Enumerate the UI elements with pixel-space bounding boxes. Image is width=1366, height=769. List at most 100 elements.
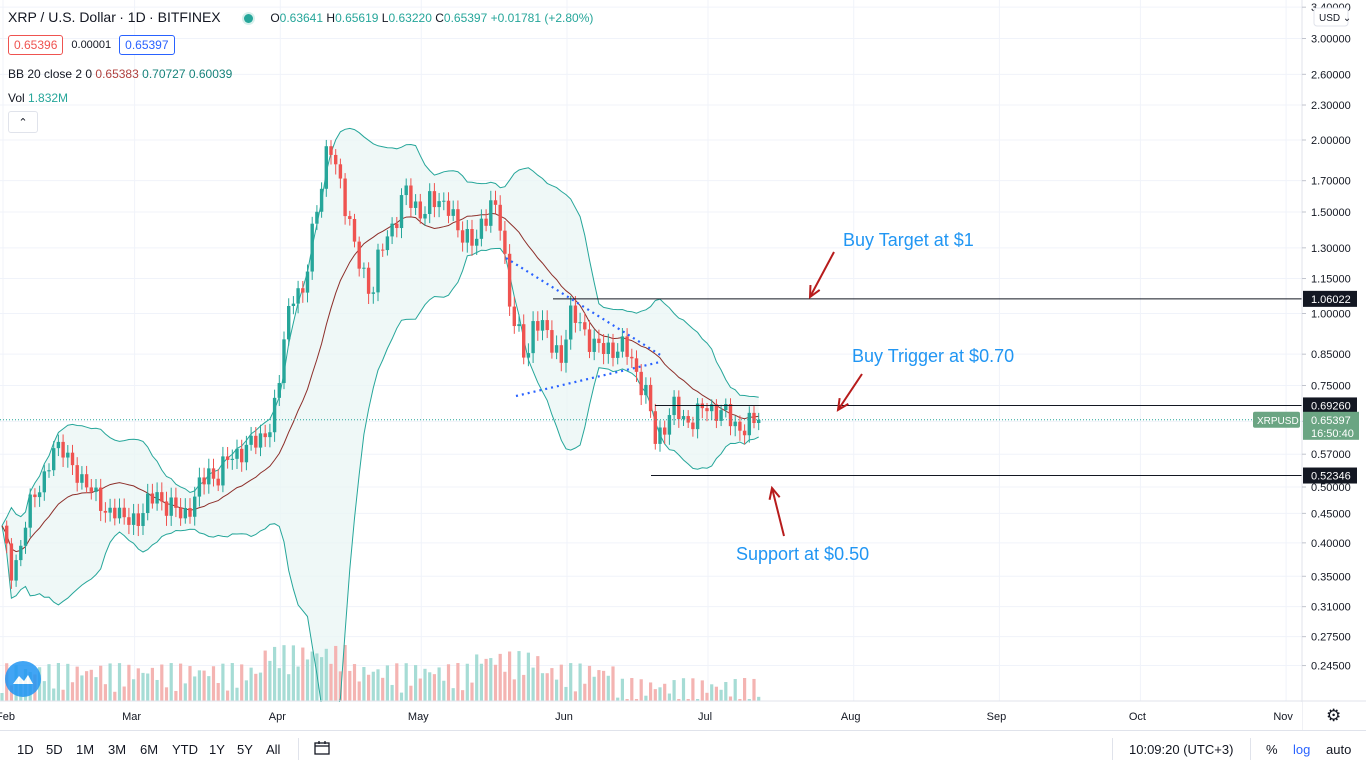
range-button-All[interactable]: All (266, 742, 281, 757)
candle-body (319, 188, 324, 212)
volume-bar (85, 671, 89, 701)
goto-date-icon[interactable] (313, 740, 331, 761)
volume-bar (89, 669, 93, 701)
candle-body (33, 494, 37, 498)
candle-body (334, 154, 338, 165)
volume-bar (733, 679, 737, 701)
volume-bar (357, 681, 361, 701)
candle-body (99, 487, 103, 511)
level-tag-label: 1.06022 (1311, 294, 1351, 306)
candle-body (714, 404, 719, 421)
volume-bar (479, 663, 483, 701)
symbol-interval[interactable]: 1D (127, 9, 146, 25)
volume-bar (489, 658, 493, 701)
buy-button[interactable]: 0.65397 (119, 35, 175, 55)
last-price-label: 0.65397 (1311, 415, 1351, 427)
volume-bar (738, 699, 742, 701)
volume-bar (296, 666, 300, 701)
volume-bar (338, 671, 342, 701)
tradingview-logo-icon[interactable] (5, 661, 41, 697)
candle-body (686, 416, 690, 423)
collapse-legend-button[interactable]: ⌃ (8, 111, 38, 133)
sell-button[interactable]: 0.65396 (8, 35, 64, 55)
candle-body (432, 191, 437, 208)
volume-bar (522, 674, 526, 701)
volume-bar (602, 670, 606, 701)
candle-body (536, 321, 540, 331)
price-tick-label: 1.15000 (1311, 274, 1351, 286)
candle-body (719, 410, 723, 421)
volume-bar (301, 647, 305, 701)
candle-body (75, 465, 79, 483)
volume-bar (616, 697, 620, 701)
bb-indicator-legend[interactable]: BB 20 close 2 0 0.65383 0.70727 0.60039 (8, 67, 232, 81)
candle-body (352, 218, 357, 242)
percent-scale-toggle[interactable]: % (1266, 742, 1278, 757)
volume-bar (287, 674, 291, 701)
volume-indicator-legend[interactable]: Vol 1.832M (8, 91, 68, 105)
volume-bar (578, 663, 582, 701)
volume-bar (211, 666, 216, 701)
target-arrow (809, 251, 835, 298)
range-button-5D[interactable]: 5D (46, 742, 63, 757)
volume-bar (75, 666, 79, 701)
volume-bar (710, 684, 714, 701)
volume-bar (409, 685, 413, 701)
volume-bar (597, 670, 601, 701)
volume-bar (164, 687, 169, 701)
volume-bar (183, 683, 187, 701)
candle-body (559, 345, 563, 363)
candle-body (409, 185, 413, 208)
level-tag (1303, 397, 1357, 414)
candle-body (287, 305, 291, 340)
auto-scale-toggle[interactable]: auto (1326, 742, 1352, 757)
range-button-3M[interactable]: 3M (108, 742, 127, 757)
candle-body (465, 228, 469, 243)
range-button-5Y[interactable]: 5Y (237, 742, 253, 757)
volume-bar (611, 666, 615, 701)
volume-bar (132, 679, 136, 701)
annotation-labels: Buy Target at $1 Buy Trigger at $0.70 Supp… (736, 230, 1014, 564)
range-button-YTD[interactable]: YTD (172, 742, 198, 757)
log-scale-toggle[interactable]: log (1293, 742, 1311, 757)
currency-button[interactable] (1313, 7, 1349, 27)
volume-bar (56, 663, 60, 701)
time-label-May: May (408, 711, 429, 723)
volume-bar (484, 658, 488, 701)
legend-sep-2: · (149, 9, 158, 25)
candle-body (470, 228, 474, 246)
candle-body (272, 397, 277, 433)
candle-body (522, 324, 526, 358)
candle-body (644, 384, 648, 396)
volume-bar (437, 667, 441, 701)
settings-gear-icon[interactable]: ⚙ (1326, 706, 1341, 726)
volume-bar (639, 679, 643, 701)
candle-body (738, 421, 742, 431)
volume-bar (461, 690, 465, 701)
volume-bar (249, 667, 253, 701)
volume-bar (150, 667, 154, 701)
candle-body (362, 267, 366, 269)
symbol-name[interactable]: XRP / U.S. Dollar (8, 9, 116, 25)
volume-bar (550, 668, 554, 701)
range-button-1M[interactable]: 1M (76, 742, 95, 757)
volume-bar (362, 667, 366, 701)
volume-bar (569, 663, 573, 701)
range-button-1D[interactable]: 1D (17, 742, 34, 757)
vol-value: 1.832M (28, 91, 69, 105)
candle-body (390, 223, 394, 237)
volume-bar (672, 680, 676, 701)
candle-body (597, 338, 601, 344)
legend-symbol-row: XRP / U.S. Dollar · 1D · BITFINEX O0.636… (8, 9, 593, 25)
candle-body (324, 146, 328, 189)
time-readout[interactable]: 10:09:20 (UTC+3) (1129, 742, 1234, 757)
volume-bar (526, 652, 530, 701)
range-button-1Y[interactable]: 1Y (209, 742, 225, 757)
annotation-buy-trigger: Buy Trigger at $0.70 (852, 346, 1014, 366)
candle-body (19, 545, 23, 561)
volume-bar (644, 695, 648, 701)
volume-bar (113, 691, 117, 701)
range-button-6M[interactable]: 6M (140, 742, 159, 757)
volume-bar (724, 682, 728, 701)
